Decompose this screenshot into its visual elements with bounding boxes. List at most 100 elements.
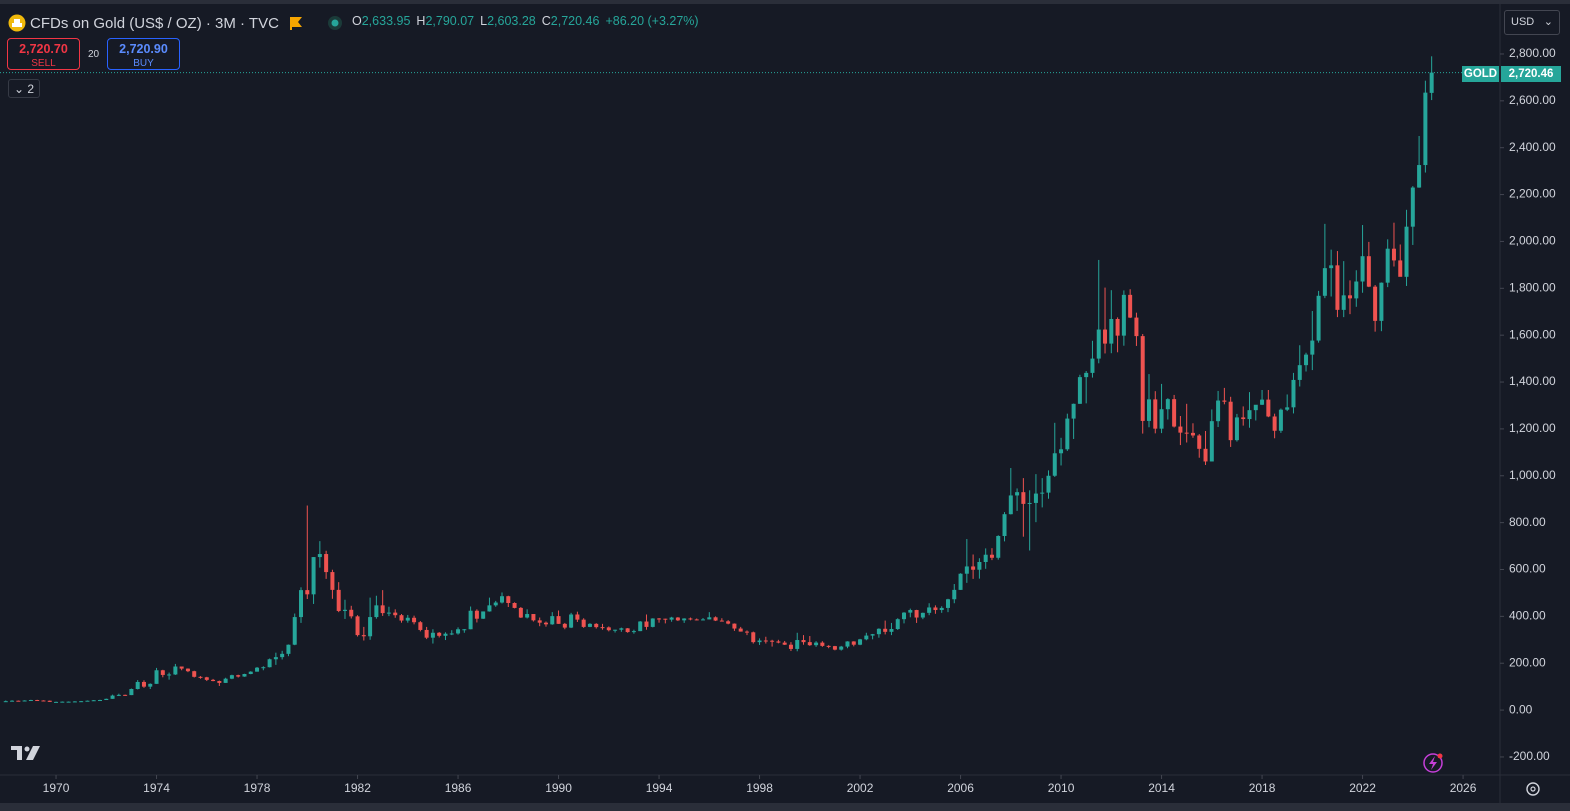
candle-body	[1209, 421, 1214, 462]
candle-body	[606, 627, 611, 631]
candle-body	[1071, 403, 1076, 419]
candle-body	[349, 609, 354, 617]
candle-body	[675, 617, 680, 621]
buy-button[interactable]: 2,720.90 BUY	[107, 38, 180, 70]
candle-body	[807, 642, 812, 646]
candle-body	[1228, 401, 1233, 441]
candle-body	[336, 589, 341, 611]
candle-body	[1178, 426, 1183, 433]
spread: 20	[88, 49, 100, 60]
candle-body	[173, 666, 178, 675]
y-tick-label: -200.00	[1509, 749, 1550, 763]
candle-body	[330, 572, 335, 590]
candle-body	[311, 557, 316, 595]
candle-body	[989, 554, 994, 558]
x-tick-label: 1982	[344, 781, 371, 795]
y-tick-label: 1,400.00	[1509, 374, 1556, 388]
candle-body	[28, 700, 33, 702]
candle-body	[380, 605, 385, 614]
currency-select[interactable]: USD ⌄	[1504, 10, 1560, 35]
candle-body	[135, 681, 140, 690]
candle-body	[820, 642, 825, 646]
candle-body	[248, 671, 253, 675]
candle-body	[418, 622, 423, 630]
lightning-icon[interactable]	[1423, 753, 1443, 773]
candle-body	[920, 612, 925, 618]
x-tick-label: 1994	[646, 781, 673, 795]
candle-body	[870, 634, 875, 636]
candle-body	[261, 667, 266, 669]
symbol-title[interactable]: CFDs on Gold (US$ / OZ) · 3M · TVC	[8, 12, 343, 34]
gold-icon	[8, 14, 26, 32]
candle-body	[1373, 286, 1378, 321]
candle-body	[1360, 256, 1365, 282]
candle-body	[1002, 514, 1007, 536]
candle-body	[1354, 281, 1359, 299]
ohlc-value: 2,633.95	[361, 14, 411, 28]
candle-body	[129, 689, 134, 696]
indicators-toggle[interactable]: ⌄ 2	[8, 79, 40, 98]
y-tick-label: 0.00	[1509, 702, 1533, 716]
candle-body	[537, 620, 542, 623]
candle-body	[1417, 165, 1422, 188]
buy-price: 2,720.90	[119, 42, 168, 56]
candle-body	[1304, 354, 1309, 366]
candle-body	[16, 700, 21, 702]
candle-body	[1329, 265, 1334, 269]
candle-body	[399, 615, 404, 621]
candle-body	[474, 610, 479, 619]
candle-body	[945, 599, 950, 608]
candle-body	[1021, 492, 1026, 504]
candle-body	[355, 616, 360, 636]
candle-body	[154, 670, 159, 684]
top-border	[0, 0, 1570, 4]
y-tick-label: 200.00	[1509, 655, 1546, 669]
sell-button[interactable]: 2,720.70 SELL	[7, 38, 80, 70]
candle-body	[60, 701, 65, 703]
candle-body	[1115, 318, 1120, 336]
sell-price: 2,720.70	[19, 42, 68, 56]
y-tick-label: 600.00	[1509, 562, 1546, 576]
candle-body	[1241, 417, 1246, 420]
candle-body	[1366, 256, 1371, 287]
candle-body	[839, 646, 844, 650]
candle-body	[1052, 453, 1057, 476]
candle-body	[1260, 399, 1265, 405]
candle-body	[110, 695, 115, 699]
candle-body	[914, 610, 919, 618]
price-tag-symbol: GOLD	[1462, 66, 1499, 82]
candle-body	[625, 628, 630, 633]
candle-body	[462, 629, 467, 631]
candle-body	[47, 700, 52, 702]
candle-body	[1090, 358, 1095, 373]
candle-body	[964, 566, 969, 574]
ohlc-value: 2,720.46	[550, 14, 600, 28]
settings-icon[interactable]	[1526, 782, 1540, 796]
candle-body	[927, 607, 932, 613]
candle-body	[1134, 317, 1139, 337]
candle-body	[763, 640, 768, 642]
candle-body	[1015, 492, 1020, 496]
candle-body	[424, 629, 429, 638]
candle-body	[160, 670, 165, 675]
y-tick-label: 2,200.00	[1509, 187, 1556, 201]
candle-body	[280, 653, 285, 658]
candle-body	[368, 617, 373, 637]
candle-body	[550, 616, 555, 625]
candle-body	[531, 614, 536, 621]
y-tick-label: 1,000.00	[1509, 468, 1556, 482]
candle-body	[1172, 399, 1177, 427]
candle-body	[587, 623, 592, 627]
ohlc-change: +86.20 (+3.27%)	[605, 14, 699, 28]
candle-body	[292, 617, 297, 645]
candle-body	[889, 629, 894, 632]
candle-body	[631, 631, 636, 633]
candle-body	[468, 610, 473, 630]
candle-body	[939, 607, 944, 611]
candle-body	[707, 617, 712, 620]
candle-body	[317, 554, 322, 558]
candle-body	[619, 628, 624, 630]
candle-body	[342, 609, 347, 611]
tv-logo	[11, 746, 40, 760]
